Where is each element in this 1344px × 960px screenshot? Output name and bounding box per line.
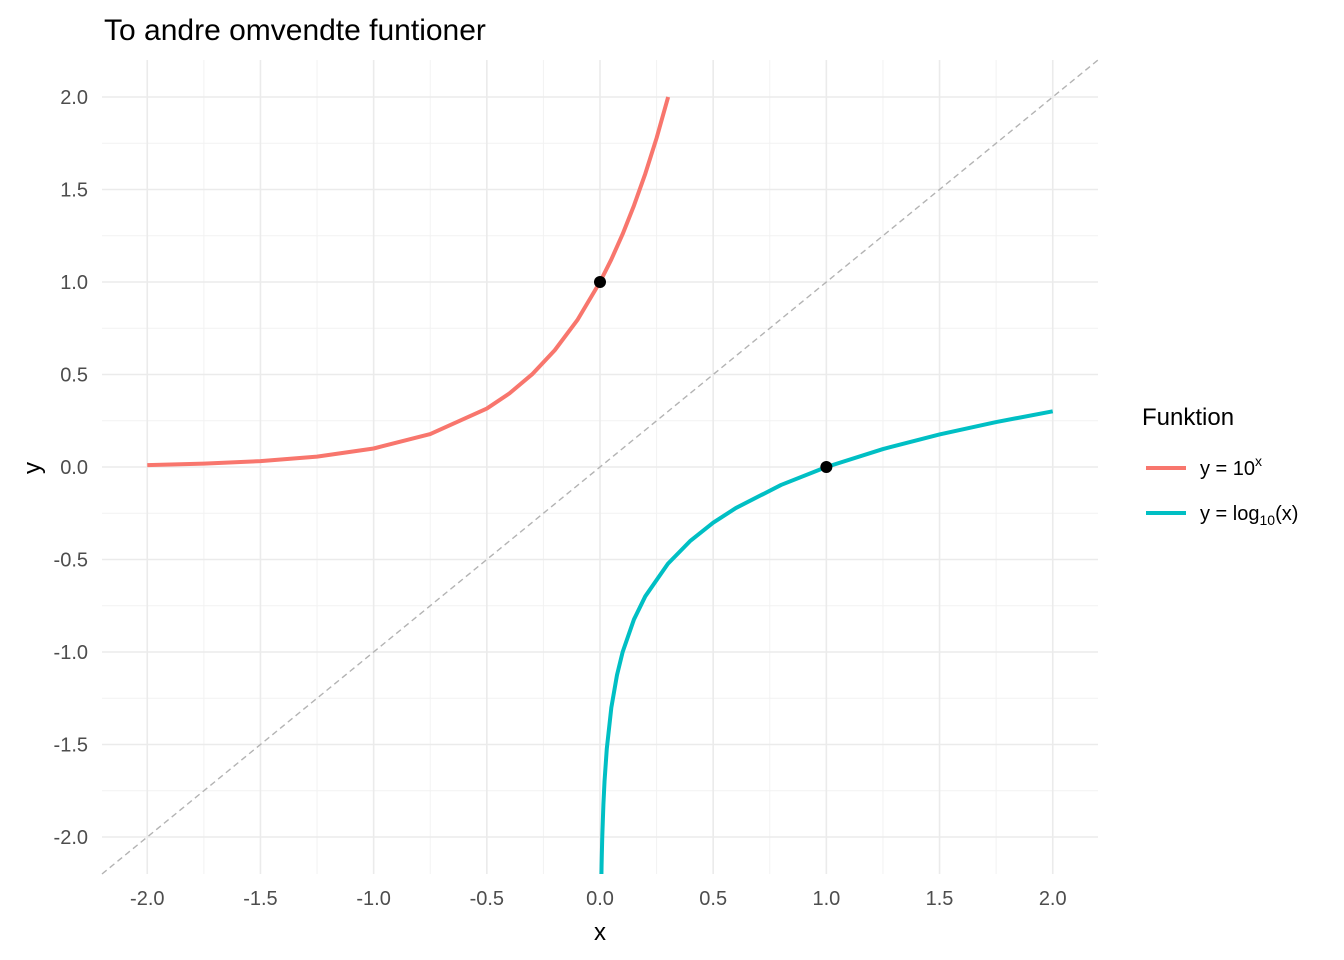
y-tick-label: -0.5 xyxy=(54,550,88,572)
y-tick-label: -2.0 xyxy=(54,827,88,849)
x-tick-label: -2.0 xyxy=(130,888,164,910)
x-axis-ticks: -2.0 -1.5 -1.0 -0.5 0.0 0.5 1.0 1.5 2.0 xyxy=(130,888,1067,910)
x-tick-label: -1.5 xyxy=(243,888,277,910)
series-line-1 xyxy=(599,409,1054,875)
x-tick-label: 1.0 xyxy=(812,888,840,910)
points-layer xyxy=(594,276,833,473)
data-point-1 xyxy=(820,461,833,473)
series-layer xyxy=(101,59,1099,875)
legend-title: Funktion xyxy=(1142,404,1234,431)
legend: Funktion y = 10x y = log10(x) xyxy=(1142,404,1298,528)
x-tick-label: 0.0 xyxy=(586,888,614,910)
y-tick-label: 2.0 xyxy=(60,87,88,109)
x-tick-label: 1.5 xyxy=(926,888,954,910)
identity-line xyxy=(101,59,1099,875)
data-point-0 xyxy=(594,276,606,288)
grid xyxy=(102,60,1098,874)
y-tick-label: -1.5 xyxy=(54,735,88,757)
legend-label-1: y = log10(x) xyxy=(1200,503,1298,528)
series-line-0 xyxy=(147,96,671,468)
y-tick-label: 1.0 xyxy=(60,272,88,294)
x-tick-label: -1.0 xyxy=(356,888,390,910)
y-tick-label: 0.5 xyxy=(60,365,88,387)
chart-title: To andre omvendte funtioner xyxy=(104,14,486,47)
x-tick-label: 0.5 xyxy=(699,888,727,910)
y-tick-label: -1.0 xyxy=(54,642,88,664)
legend-entries: y = 10x y = log10(x) xyxy=(1146,453,1298,528)
x-tick-label: -0.5 xyxy=(470,888,504,910)
x-tick-label: 2.0 xyxy=(1039,888,1067,910)
y-tick-label: 0.0 xyxy=(60,457,88,479)
x-axis-title: x xyxy=(594,919,606,946)
y-tick-label: 1.5 xyxy=(60,180,88,202)
y-axis-ticks: -2.0 -1.5 -1.0 -0.5 0.0 0.5 1.0 1.5 2.0 xyxy=(54,87,88,849)
legend-label-0: y = 10x xyxy=(1200,453,1262,480)
y-axis-title: y xyxy=(19,462,46,474)
